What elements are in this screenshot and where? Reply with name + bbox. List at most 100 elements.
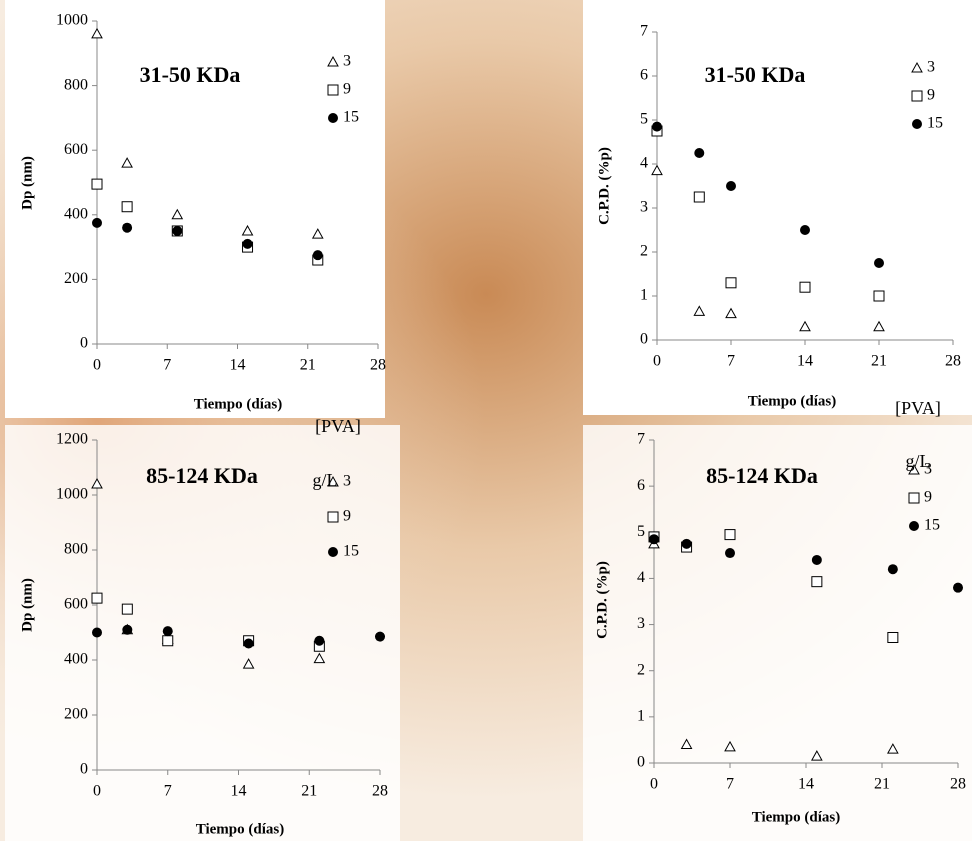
- marker-circle: [726, 181, 736, 191]
- marker-circle: [242, 238, 253, 249]
- marker-square: [162, 635, 174, 647]
- marker-triangle: [811, 750, 823, 761]
- marker-square: [887, 631, 899, 643]
- marker-circle: [887, 564, 898, 575]
- y-tick-label: 600: [64, 141, 88, 158]
- x-tick-label: 28: [370, 357, 386, 374]
- y-tick-label: 400: [64, 205, 88, 222]
- marker-square: [327, 84, 339, 96]
- marker-circle: [652, 121, 662, 132]
- marker-square: [91, 178, 103, 190]
- x-axis-label: Tiempo (días): [196, 821, 284, 837]
- marker-circle: [375, 631, 385, 642]
- marker-triangle: [873, 320, 885, 332]
- marker-triangle: [911, 61, 923, 73]
- x-axis-label: Tiempo (días): [748, 393, 836, 409]
- marker-circle: [92, 217, 102, 228]
- legend-label: 9: [924, 489, 932, 506]
- marker-circle: [912, 119, 922, 129]
- marker-circle: [953, 582, 963, 593]
- marker-triangle: [241, 224, 254, 236]
- marker-triangle: [725, 307, 737, 319]
- marker-triangle: [171, 208, 184, 220]
- marker-circle: [312, 250, 323, 261]
- y-tick-label: 0: [637, 754, 645, 771]
- marker-circle: [122, 624, 133, 635]
- x-tick-label: 7: [727, 353, 735, 370]
- panel: [5, 425, 400, 841]
- marker-triangle: [242, 658, 255, 669]
- y-tick-label: 0: [640, 331, 648, 348]
- marker-square: [811, 576, 823, 588]
- marker-square: [121, 603, 133, 615]
- chart-title: 31-50 KDa: [705, 62, 806, 87]
- marker-triangle: [311, 228, 324, 239]
- annotation: [PVA]: [315, 416, 361, 436]
- y-tick-label: 7: [637, 431, 645, 448]
- marker-triangle: [724, 740, 736, 752]
- marker-triangle: [693, 305, 706, 316]
- marker-circle: [122, 222, 133, 233]
- y-tick-label: 6: [637, 477, 645, 494]
- chart-title: 31-50 KDa: [140, 62, 241, 87]
- legend-label: 15: [924, 517, 940, 534]
- annotation: g/L: [313, 470, 338, 490]
- x-tick-label: 21: [300, 357, 316, 374]
- marker-circle: [92, 627, 102, 638]
- marker-triangle: [887, 743, 899, 754]
- annotation: [PVA]: [895, 398, 941, 418]
- y-tick-label: 2: [637, 661, 645, 678]
- marker-square: [121, 201, 133, 213]
- marker-circle: [874, 258, 884, 268]
- y-tick-label: 1000: [56, 12, 88, 29]
- x-tick-label: 28: [945, 353, 961, 370]
- y-axis-label: Dp (nm): [19, 578, 35, 632]
- marker-square: [327, 511, 339, 523]
- y-tick-label: 1200: [56, 431, 88, 448]
- x-axis-label: Tiempo (días): [752, 809, 840, 825]
- y-tick-label: 3: [640, 199, 648, 216]
- marker-triangle: [91, 27, 103, 39]
- legend-label: 15: [343, 109, 359, 126]
- marker-circle: [800, 225, 810, 235]
- marker-circle: [681, 538, 692, 549]
- y-tick-label: 0: [80, 335, 88, 352]
- x-tick-label: 28: [950, 776, 966, 793]
- legend-label: 9: [343, 508, 351, 525]
- marker-circle: [328, 113, 338, 123]
- annotation: g/L: [906, 451, 931, 471]
- y-tick-label: 600: [64, 596, 88, 613]
- legend-label: 9: [343, 81, 351, 98]
- x-tick-label: 28: [372, 783, 388, 800]
- marker-triangle: [680, 738, 693, 750]
- marker-triangle: [651, 164, 663, 176]
- marker-circle: [694, 148, 705, 158]
- marker-triangle: [799, 320, 811, 332]
- x-tick-label: 7: [164, 783, 172, 800]
- marker-circle: [811, 554, 822, 565]
- x-tick-label: 0: [653, 353, 661, 370]
- y-tick-label: 800: [64, 541, 88, 558]
- y-axis-label: C.P.D. (%p): [594, 561, 610, 639]
- y-tick-label: 5: [637, 523, 645, 540]
- y-tick-label: 800: [64, 76, 88, 93]
- marker-square: [873, 290, 885, 302]
- y-tick-label: 6: [640, 67, 648, 84]
- marker-square: [91, 592, 103, 604]
- y-axis-label: Dp (nm): [19, 156, 35, 210]
- x-tick-label: 14: [797, 353, 813, 370]
- y-tick-label: 400: [64, 651, 88, 668]
- marker-triangle: [327, 55, 339, 67]
- marker-square: [799, 281, 811, 293]
- legend-label: 3: [343, 53, 351, 70]
- marker-circle: [162, 626, 173, 637]
- y-tick-label: 3: [637, 615, 645, 632]
- marker-circle: [314, 635, 325, 646]
- marker-circle: [725, 548, 735, 559]
- marker-square: [908, 492, 920, 504]
- x-tick-label: 0: [93, 783, 101, 800]
- y-tick-label: 0: [80, 761, 88, 778]
- y-tick-label: 200: [64, 270, 88, 287]
- x-tick-label: 21: [874, 776, 890, 793]
